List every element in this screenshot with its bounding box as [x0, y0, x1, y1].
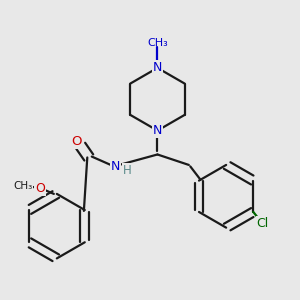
Text: Cl: Cl	[257, 217, 269, 230]
Text: O: O	[72, 134, 82, 148]
Text: N: N	[111, 160, 120, 173]
Text: N: N	[153, 124, 162, 137]
Text: O: O	[35, 182, 45, 195]
Text: CH₃: CH₃	[14, 181, 33, 190]
Text: N: N	[153, 61, 162, 74]
Text: H: H	[123, 164, 131, 176]
Text: CH₃: CH₃	[147, 38, 168, 48]
